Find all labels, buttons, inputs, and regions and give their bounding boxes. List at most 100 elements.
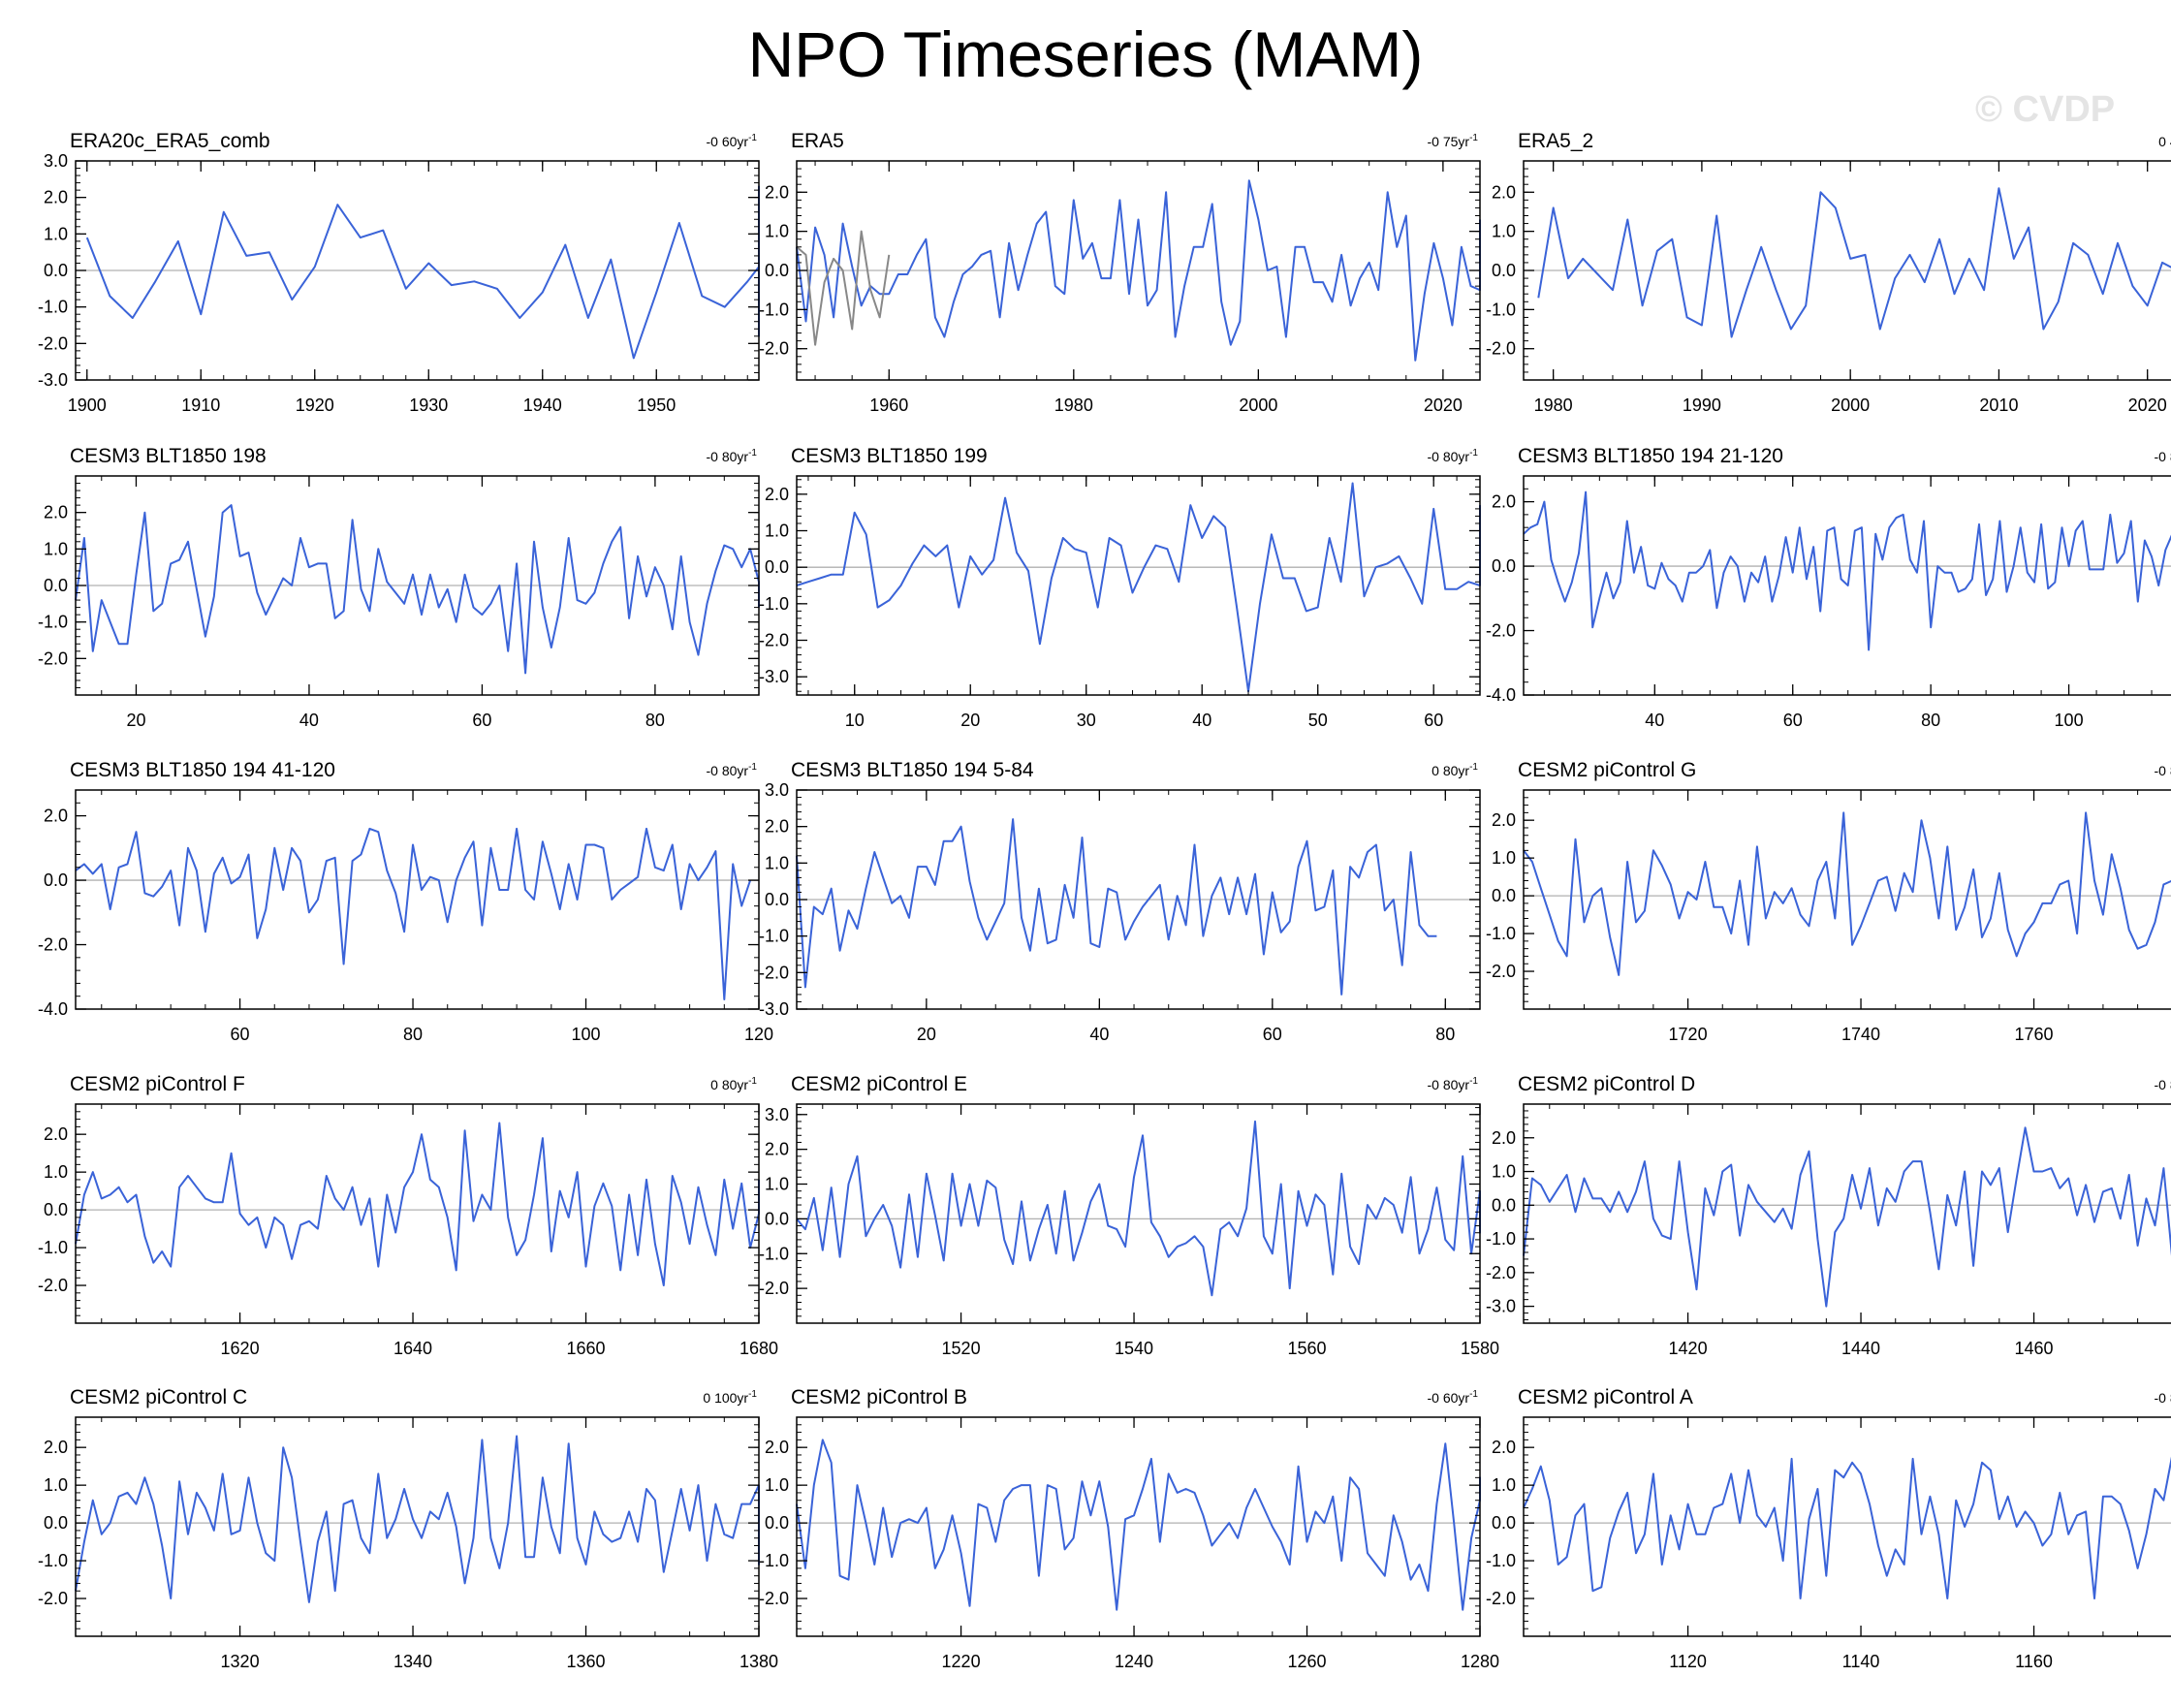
panel-title: ERA5_2 bbox=[1518, 130, 1593, 152]
series-line bbox=[75, 1122, 760, 1286]
x-tick-label: 1760 bbox=[2014, 1025, 2053, 1044]
y-tick-label: -4.0 bbox=[38, 999, 68, 1019]
plot-frame bbox=[1523, 1103, 2171, 1324]
x-tick-label: 1560 bbox=[1287, 1339, 1326, 1358]
y-tick-label: 0.0 bbox=[1492, 1513, 1516, 1533]
y-tick-label: -2.0 bbox=[759, 1589, 789, 1608]
x-tick-label: 2010 bbox=[1979, 395, 2018, 415]
panel-13: CESM2 piControl C 0 100yr-1 -2.0 -1.0 0.0 1.0… bbox=[38, 1386, 778, 1671]
y-tick-label: 0.0 bbox=[1492, 261, 1516, 280]
plot-frame bbox=[796, 1416, 1481, 1637]
panel-title: CESM2 piControl G bbox=[1518, 759, 1696, 781]
x-tick-label: 1320 bbox=[221, 1652, 260, 1671]
trend-label: -0 75yr-1 bbox=[1428, 133, 1479, 149]
y-tick-label: 3.0 bbox=[44, 151, 68, 171]
y-tick-label: -1.0 bbox=[38, 1238, 68, 1257]
x-tick-label: 80 bbox=[645, 711, 665, 730]
panel-4: CESM3 BLT1850 198 -0 80yr-1 -2.0 -1.0 0.0 1.0… bbox=[38, 445, 760, 730]
plot-frame bbox=[75, 1103, 760, 1324]
y-tick-label: -1.0 bbox=[1486, 924, 1516, 943]
y-tick-label: 0.0 bbox=[44, 870, 68, 890]
panel-title: CESM3 BLT1850 194 5-84 bbox=[791, 759, 1034, 781]
y-tick-label: 1.0 bbox=[1492, 848, 1516, 868]
panel-9: CESM2 piControl G -0 80yr-1 -2.0 -1.0 0.0 1.0… bbox=[1486, 759, 2171, 1044]
x-tick-label: 120 bbox=[744, 1025, 773, 1044]
series-line bbox=[1523, 1456, 2171, 1599]
y-tick-label: -2.0 bbox=[759, 631, 789, 650]
x-tick-label: 40 bbox=[1089, 1025, 1109, 1044]
series-line bbox=[796, 818, 1437, 996]
y-tick-label: 1.0 bbox=[765, 522, 789, 541]
y-tick-label: -1.0 bbox=[1486, 1229, 1516, 1249]
trend-label: -0 80yr-1 bbox=[2155, 448, 2171, 464]
y-tick-label: -1.0 bbox=[759, 300, 789, 319]
trend-label: -0 80yr-1 bbox=[1428, 1076, 1479, 1092]
panel-2: ERA5 -0 75yr-1 -2.0 -1.0 0.0 1.0 2.0 1960 1980 20… bbox=[759, 130, 1481, 415]
y-tick-label: 1.0 bbox=[44, 539, 68, 558]
y-tick-label: -3.0 bbox=[38, 370, 68, 390]
y-tick-label: -1.0 bbox=[38, 613, 68, 632]
y-tick-label: 2.0 bbox=[44, 188, 68, 207]
x-tick-label: 1740 bbox=[1841, 1025, 1880, 1044]
trend-label: -0 80yr-1 bbox=[707, 762, 758, 778]
series-line bbox=[85, 185, 760, 360]
trend-label: -0 80yr-1 bbox=[707, 448, 758, 464]
x-tick-label: 1580 bbox=[1461, 1339, 1499, 1358]
y-tick-label: 2.0 bbox=[1492, 1128, 1516, 1148]
y-tick-label: 2.0 bbox=[44, 1124, 68, 1144]
figure-title: NPO Timeseries (MAM) bbox=[747, 18, 1424, 90]
y-tick-label: -1.0 bbox=[38, 1551, 68, 1570]
x-tick-label: 2020 bbox=[1424, 395, 1463, 415]
y-tick-label: 2.0 bbox=[1492, 810, 1516, 830]
panel-title: CESM3 BLT1850 198 bbox=[70, 445, 267, 467]
x-tick-label: 40 bbox=[299, 711, 319, 730]
plot-frame bbox=[1523, 1416, 2171, 1637]
x-tick-label: 50 bbox=[1308, 711, 1328, 730]
x-tick-label: 1930 bbox=[409, 395, 448, 415]
x-tick-label: 1540 bbox=[1115, 1339, 1153, 1358]
y-tick-label: 2.0 bbox=[1492, 1438, 1516, 1457]
panel-title: ERA5 bbox=[791, 130, 844, 152]
x-tick-label: 1360 bbox=[566, 1652, 605, 1671]
y-tick-label: -2.0 bbox=[1486, 621, 1516, 641]
series-line bbox=[1523, 490, 2171, 651]
x-tick-label: 1140 bbox=[1842, 1652, 1880, 1671]
y-tick-label: 2.0 bbox=[765, 1140, 789, 1159]
panel-7: CESM3 BLT1850 194 41-120 -0 80yr-1 -4.0 -2.… bbox=[38, 759, 773, 1044]
y-tick-label: 2.0 bbox=[765, 182, 789, 202]
series-line bbox=[796, 179, 1481, 362]
x-tick-label: 60 bbox=[1783, 711, 1803, 730]
y-tick-label: -2.0 bbox=[38, 333, 68, 353]
panel-15: CESM2 piControl A -0 80yr-1 -2.0 -1.0 0.0 1.0… bbox=[1486, 1386, 2171, 1671]
series-line-secondary bbox=[796, 230, 891, 346]
y-tick-label: 3.0 bbox=[765, 780, 789, 800]
y-tick-label: -2.0 bbox=[1486, 1263, 1516, 1282]
y-tick-label: 1.0 bbox=[765, 853, 789, 872]
y-tick-label: 2.0 bbox=[1492, 492, 1516, 512]
panel-5: CESM3 BLT1850 199 -0 80yr-1 -3.0 -2.0 -1.0 0.… bbox=[759, 445, 1481, 730]
x-tick-label: 20 bbox=[960, 711, 980, 730]
y-tick-label: 2.0 bbox=[44, 1438, 68, 1457]
x-tick-label: 1980 bbox=[1534, 395, 1573, 415]
x-tick-label: 2000 bbox=[1831, 395, 1870, 415]
y-tick-label: 1.0 bbox=[44, 1162, 68, 1182]
x-tick-label: 1900 bbox=[68, 395, 107, 415]
x-tick-label: 60 bbox=[472, 711, 491, 730]
x-tick-label: 1680 bbox=[739, 1339, 778, 1358]
series-line bbox=[1523, 1126, 2171, 1308]
y-tick-label: 0.0 bbox=[765, 557, 789, 577]
y-tick-label: 1.0 bbox=[44, 1475, 68, 1495]
y-tick-label: 0.0 bbox=[765, 890, 789, 909]
y-tick-label: 1.0 bbox=[1492, 222, 1516, 241]
panel-8: CESM3 BLT1850 194 5-84 0 80yr-1 -3.0 -2.0 -1… bbox=[759, 759, 1481, 1044]
y-tick-label: 2.0 bbox=[765, 817, 789, 837]
y-tick-label: -2.0 bbox=[759, 339, 789, 359]
series-line bbox=[1523, 811, 2171, 976]
y-tick-label: 0.0 bbox=[44, 576, 68, 595]
plot-frame bbox=[1523, 475, 2171, 696]
x-tick-label: 60 bbox=[1263, 1025, 1282, 1044]
trend-label: 0 46yr-1 bbox=[2158, 133, 2171, 149]
y-tick-label: -4.0 bbox=[1486, 685, 1516, 705]
x-tick-label: 100 bbox=[2055, 711, 2084, 730]
panel-12: CESM2 piControl D -0 80yr-1 -3.0 -2.0 -1.0 0.… bbox=[1486, 1073, 2171, 1358]
